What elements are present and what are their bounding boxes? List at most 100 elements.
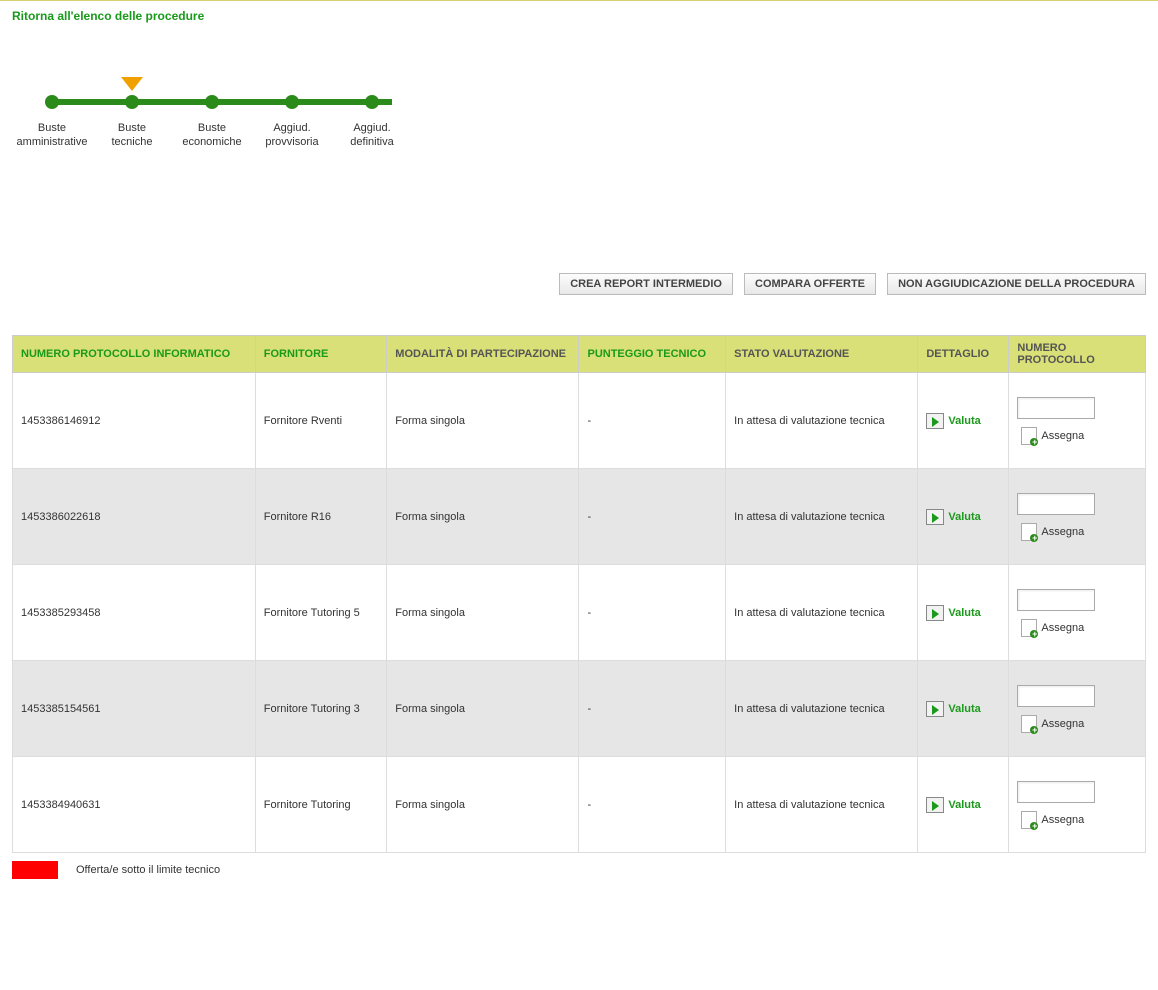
cell-punteggio: - [579, 469, 726, 565]
assegna-icon[interactable] [1021, 427, 1037, 445]
protocollo-input[interactable] [1017, 685, 1095, 707]
cell-dettaglio: Valuta [918, 565, 1009, 661]
assegna-link[interactable]: Assegna [1041, 430, 1084, 442]
cell-stato: In attesa di valutazione tecnica [726, 373, 918, 469]
valuta-icon[interactable] [926, 509, 944, 525]
step-dot-icon [365, 95, 379, 109]
cell-punteggio: - [579, 565, 726, 661]
cell-fornitore: Fornitore Tutoring 5 [255, 565, 387, 661]
col-modalita: MODALITÀ DI PARTECIPAZIONE [387, 336, 579, 373]
compara-offerte-button[interactable]: COMPARA OFFERTE [744, 273, 876, 295]
cell-numero-protocollo: Assegna [1009, 757, 1146, 853]
crea-report-button[interactable]: CREA REPORT INTERMEDIO [559, 273, 733, 295]
offers-table: NUMERO PROTOCOLLO INFORMATICO FORNITORE … [12, 335, 1146, 853]
cell-fornitore: Fornitore Rventi [255, 373, 387, 469]
step-dot-icon [125, 95, 139, 109]
cell-punteggio: - [579, 373, 726, 469]
cell-protocollo: 1453386146912 [13, 373, 256, 469]
valuta-link[interactable]: Valuta [948, 799, 980, 811]
top-rule [0, 0, 1158, 1]
protocollo-input[interactable] [1017, 781, 1095, 803]
cell-fornitore: Fornitore Tutoring 3 [255, 661, 387, 757]
valuta-link[interactable]: Valuta [948, 607, 980, 619]
assegna-icon[interactable] [1021, 715, 1037, 733]
step-dot-icon [205, 95, 219, 109]
assegna-link[interactable]: Assegna [1041, 718, 1084, 730]
cell-punteggio: - [579, 757, 726, 853]
cell-modalita: Forma singola [387, 757, 579, 853]
assegna-link[interactable]: Assegna [1041, 526, 1084, 538]
cell-modalita: Forma singola [387, 565, 579, 661]
valuta-link[interactable]: Valuta [948, 415, 980, 427]
table-row: 1453386022618Fornitore R16Forma singola-… [13, 469, 1146, 565]
cell-protocollo: 1453385154561 [13, 661, 256, 757]
legend-swatch-red [12, 861, 58, 879]
step-label: Bustetecniche [92, 121, 172, 150]
col-dettaglio: DETTAGLIO [918, 336, 1009, 373]
cell-fornitore: Fornitore Tutoring [255, 757, 387, 853]
step-2[interactable]: Busteeconomiche [172, 63, 252, 150]
col-protocollo[interactable]: NUMERO PROTOCOLLO INFORMATICO [13, 336, 256, 373]
back-link[interactable]: Ritorna all'elenco delle procedure [12, 9, 204, 23]
step-dot-icon [285, 95, 299, 109]
valuta-icon[interactable] [926, 701, 944, 717]
step-label: Busteamministrative [12, 121, 92, 150]
valuta-icon[interactable] [926, 605, 944, 621]
cell-dettaglio: Valuta [918, 757, 1009, 853]
assegna-link[interactable]: Assegna [1041, 622, 1084, 634]
action-bar: CREA REPORT INTERMEDIO COMPARA OFFERTE N… [0, 273, 1146, 295]
cell-numero-protocollo: Assegna [1009, 661, 1146, 757]
stepper: BusteamministrativeBustetecnicheBusteeco… [12, 63, 412, 153]
table-row: 1453385154561Fornitore Tutoring 3Forma s… [13, 661, 1146, 757]
valuta-icon[interactable] [926, 413, 944, 429]
table-row: 1453384940631Fornitore TutoringForma sin… [13, 757, 1146, 853]
valuta-link[interactable]: Valuta [948, 703, 980, 715]
col-numero-protocollo: NUMERO PROTOCOLLO [1009, 336, 1146, 373]
cell-punteggio: - [579, 661, 726, 757]
assegna-icon[interactable] [1021, 619, 1037, 637]
table-row: 1453385293458Fornitore Tutoring 5Forma s… [13, 565, 1146, 661]
protocollo-input[interactable] [1017, 397, 1095, 419]
table-row: 1453386146912Fornitore RventiForma singo… [13, 373, 1146, 469]
cell-protocollo: 1453386022618 [13, 469, 256, 565]
cell-stato: In attesa di valutazione tecnica [726, 565, 918, 661]
step-current-arrow-icon [121, 77, 143, 91]
step-dot-icon [45, 95, 59, 109]
step-label: Busteeconomiche [172, 121, 252, 150]
step-0[interactable]: Busteamministrative [12, 63, 92, 150]
step-1[interactable]: Bustetecniche [92, 63, 172, 150]
col-fornitore[interactable]: FORNITORE [255, 336, 387, 373]
valuta-link[interactable]: Valuta [948, 511, 980, 523]
cell-stato: In attesa di valutazione tecnica [726, 757, 918, 853]
cell-stato: In attesa di valutazione tecnica [726, 469, 918, 565]
cell-stato: In attesa di valutazione tecnica [726, 661, 918, 757]
valuta-icon[interactable] [926, 797, 944, 813]
protocollo-input[interactable] [1017, 589, 1095, 611]
cell-fornitore: Fornitore R16 [255, 469, 387, 565]
protocollo-input[interactable] [1017, 493, 1095, 515]
step-label: Aggiud.definitiva [332, 121, 412, 150]
cell-numero-protocollo: Assegna [1009, 469, 1146, 565]
assegna-icon[interactable] [1021, 811, 1037, 829]
non-aggiudicazione-button[interactable]: NON AGGIUDICAZIONE DELLA PROCEDURA [887, 273, 1146, 295]
legend: Offerta/e sotto il limite tecnico [12, 861, 1146, 879]
cell-protocollo: 1453385293458 [13, 565, 256, 661]
cell-dettaglio: Valuta [918, 373, 1009, 469]
cell-numero-protocollo: Assegna [1009, 565, 1146, 661]
cell-protocollo: 1453384940631 [13, 757, 256, 853]
step-4[interactable]: Aggiud.definitiva [332, 63, 412, 150]
assegna-link[interactable]: Assegna [1041, 814, 1084, 826]
cell-numero-protocollo: Assegna [1009, 373, 1146, 469]
table-header-row: NUMERO PROTOCOLLO INFORMATICO FORNITORE … [13, 336, 1146, 373]
col-stato: STATO VALUTAZIONE [726, 336, 918, 373]
cell-modalita: Forma singola [387, 661, 579, 757]
cell-modalita: Forma singola [387, 373, 579, 469]
step-3[interactable]: Aggiud.provvisoria [252, 63, 332, 150]
col-punteggio[interactable]: PUNTEGGIO TECNICO [579, 336, 726, 373]
assegna-icon[interactable] [1021, 523, 1037, 541]
cell-dettaglio: Valuta [918, 469, 1009, 565]
cell-dettaglio: Valuta [918, 661, 1009, 757]
legend-text: Offerta/e sotto il limite tecnico [76, 864, 220, 876]
step-label: Aggiud.provvisoria [252, 121, 332, 150]
table-wrap: NUMERO PROTOCOLLO INFORMATICO FORNITORE … [12, 335, 1146, 853]
